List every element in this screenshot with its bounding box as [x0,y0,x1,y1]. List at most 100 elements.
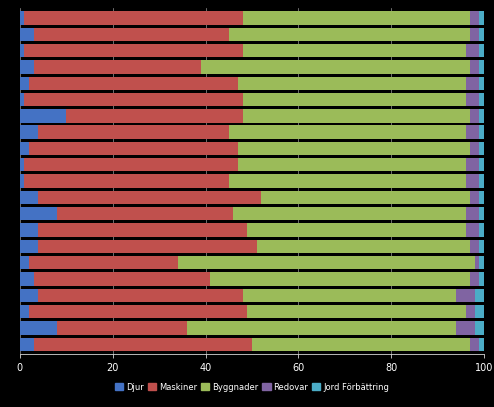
Bar [20,289,39,302]
Bar [238,77,465,90]
Bar [39,125,229,139]
Bar [470,60,480,74]
Bar [243,44,465,57]
Bar [256,240,470,253]
Bar [465,305,475,318]
Bar [243,109,470,123]
Bar [29,77,238,90]
Bar [20,93,24,106]
Bar [34,60,201,74]
Bar [29,305,247,318]
Bar [480,77,484,90]
Bar [470,11,480,24]
Bar [20,175,24,188]
Bar [480,60,484,74]
Bar [470,338,480,351]
Bar [480,44,484,57]
Bar [243,289,456,302]
Bar [201,60,470,74]
Bar [20,338,34,351]
Bar [229,175,465,188]
Bar [29,142,238,155]
Bar [243,93,465,106]
Bar [20,109,66,123]
Bar [480,175,484,188]
Bar [20,142,29,155]
Bar [475,305,484,318]
Bar [20,191,39,204]
Bar [20,321,57,335]
Bar [480,142,484,155]
Bar [20,60,34,74]
Bar [187,321,456,335]
Bar [39,289,243,302]
Bar [20,305,29,318]
Bar [229,28,470,41]
Bar [465,125,480,139]
Bar [24,93,243,106]
Bar [470,142,480,155]
Bar [24,11,243,24]
Bar [465,44,480,57]
Bar [465,93,480,106]
Legend: Djur, Maskiner, Byggnader, Redovar, Jord Förbättring: Djur, Maskiner, Byggnader, Redovar, Jord… [112,379,392,395]
Bar [229,125,465,139]
Bar [261,191,470,204]
Bar [20,272,34,286]
Bar [465,175,480,188]
Bar [20,77,29,90]
Bar [24,44,243,57]
Bar [57,207,233,221]
Bar [20,125,39,139]
Bar [210,272,470,286]
Bar [475,289,484,302]
Bar [243,11,470,24]
Bar [480,109,484,123]
Bar [480,256,484,269]
Bar [252,338,470,351]
Bar [480,93,484,106]
Bar [20,256,29,269]
Bar [480,125,484,139]
Bar [20,207,57,221]
Bar [456,321,475,335]
Bar [20,158,24,171]
Bar [470,28,480,41]
Bar [470,240,480,253]
Bar [480,11,484,24]
Bar [57,321,187,335]
Bar [480,272,484,286]
Bar [465,207,480,221]
Bar [20,28,34,41]
Bar [34,338,252,351]
Bar [24,175,229,188]
Bar [456,289,475,302]
Bar [480,338,484,351]
Bar [29,256,178,269]
Bar [470,191,480,204]
Bar [465,223,480,237]
Bar [20,223,39,237]
Bar [247,305,465,318]
Bar [470,272,480,286]
Bar [34,272,210,286]
Bar [480,207,484,221]
Bar [465,77,480,90]
Bar [20,44,24,57]
Bar [24,158,238,171]
Bar [39,191,261,204]
Bar [470,109,480,123]
Bar [238,142,470,155]
Bar [480,158,484,171]
Bar [20,11,24,24]
Bar [39,240,256,253]
Bar [247,223,465,237]
Bar [238,158,465,171]
Bar [475,256,480,269]
Bar [480,28,484,41]
Bar [178,256,475,269]
Bar [480,240,484,253]
Bar [39,223,247,237]
Bar [465,158,480,171]
Bar [233,207,465,221]
